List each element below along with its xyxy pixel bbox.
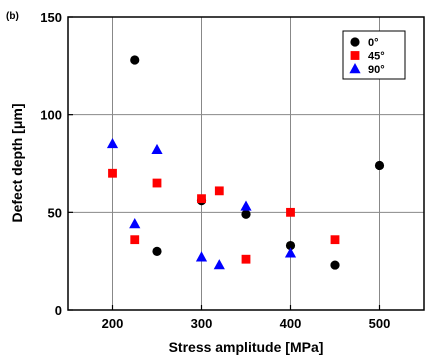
legend-label: 90° <box>368 64 385 76</box>
legend-label: 45° <box>368 51 385 63</box>
data-point <box>106 137 119 149</box>
x-tick-label: 200 <box>102 316 124 331</box>
legend-marker <box>349 63 361 74</box>
data-point <box>241 254 251 264</box>
data-point <box>108 168 117 178</box>
data-point <box>129 218 141 229</box>
data-point <box>130 235 140 245</box>
x-axis-title: Stress amplitude [MPa] <box>169 339 324 355</box>
data-point <box>374 160 385 171</box>
data-point <box>286 207 295 217</box>
x-tick-label: 300 <box>191 316 213 331</box>
legend-label: 0° <box>368 37 379 49</box>
data-point <box>214 186 224 196</box>
data-point <box>130 55 140 65</box>
data-point <box>240 200 252 211</box>
data-point <box>152 178 162 188</box>
data-point <box>284 247 297 258</box>
plot-frame <box>67 16 425 311</box>
legend-marker <box>350 37 360 47</box>
legend-marker <box>350 51 360 60</box>
data-point <box>213 259 225 270</box>
x-tick-label: 500 <box>369 316 391 331</box>
data-marks <box>106 55 385 270</box>
data-point <box>241 209 251 219</box>
data-point <box>152 246 162 256</box>
y-tick-label: 0 <box>55 303 62 318</box>
data-point <box>330 235 340 245</box>
x-tick-label: 400 <box>280 316 302 331</box>
data-point <box>285 240 296 251</box>
y-axis-title: Defect depth [μm] <box>9 103 25 222</box>
y-tick-label: 50 <box>48 205 62 220</box>
y-tick-label: 150 <box>40 10 62 25</box>
panel-label: (b) <box>6 11 19 22</box>
data-point <box>330 260 340 270</box>
data-point <box>195 251 208 262</box>
data-point <box>151 143 163 155</box>
series-square <box>108 168 340 264</box>
ticks: 200 300 400 500 0 50 100 150 <box>40 10 390 331</box>
series-triangle <box>106 137 297 270</box>
data-point <box>197 194 206 204</box>
y-tick-label: 100 <box>40 108 62 123</box>
series-circle <box>130 55 385 270</box>
legend: 0° 45°90° <box>342 30 406 80</box>
